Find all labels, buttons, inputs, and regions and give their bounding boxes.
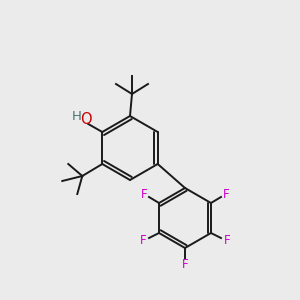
Text: F: F [223, 188, 229, 200]
Text: F: F [182, 257, 188, 271]
Text: F: F [224, 235, 230, 248]
Text: O: O [80, 112, 92, 127]
Text: F: F [140, 235, 146, 248]
Text: H: H [71, 110, 81, 124]
Text: F: F [141, 188, 147, 200]
